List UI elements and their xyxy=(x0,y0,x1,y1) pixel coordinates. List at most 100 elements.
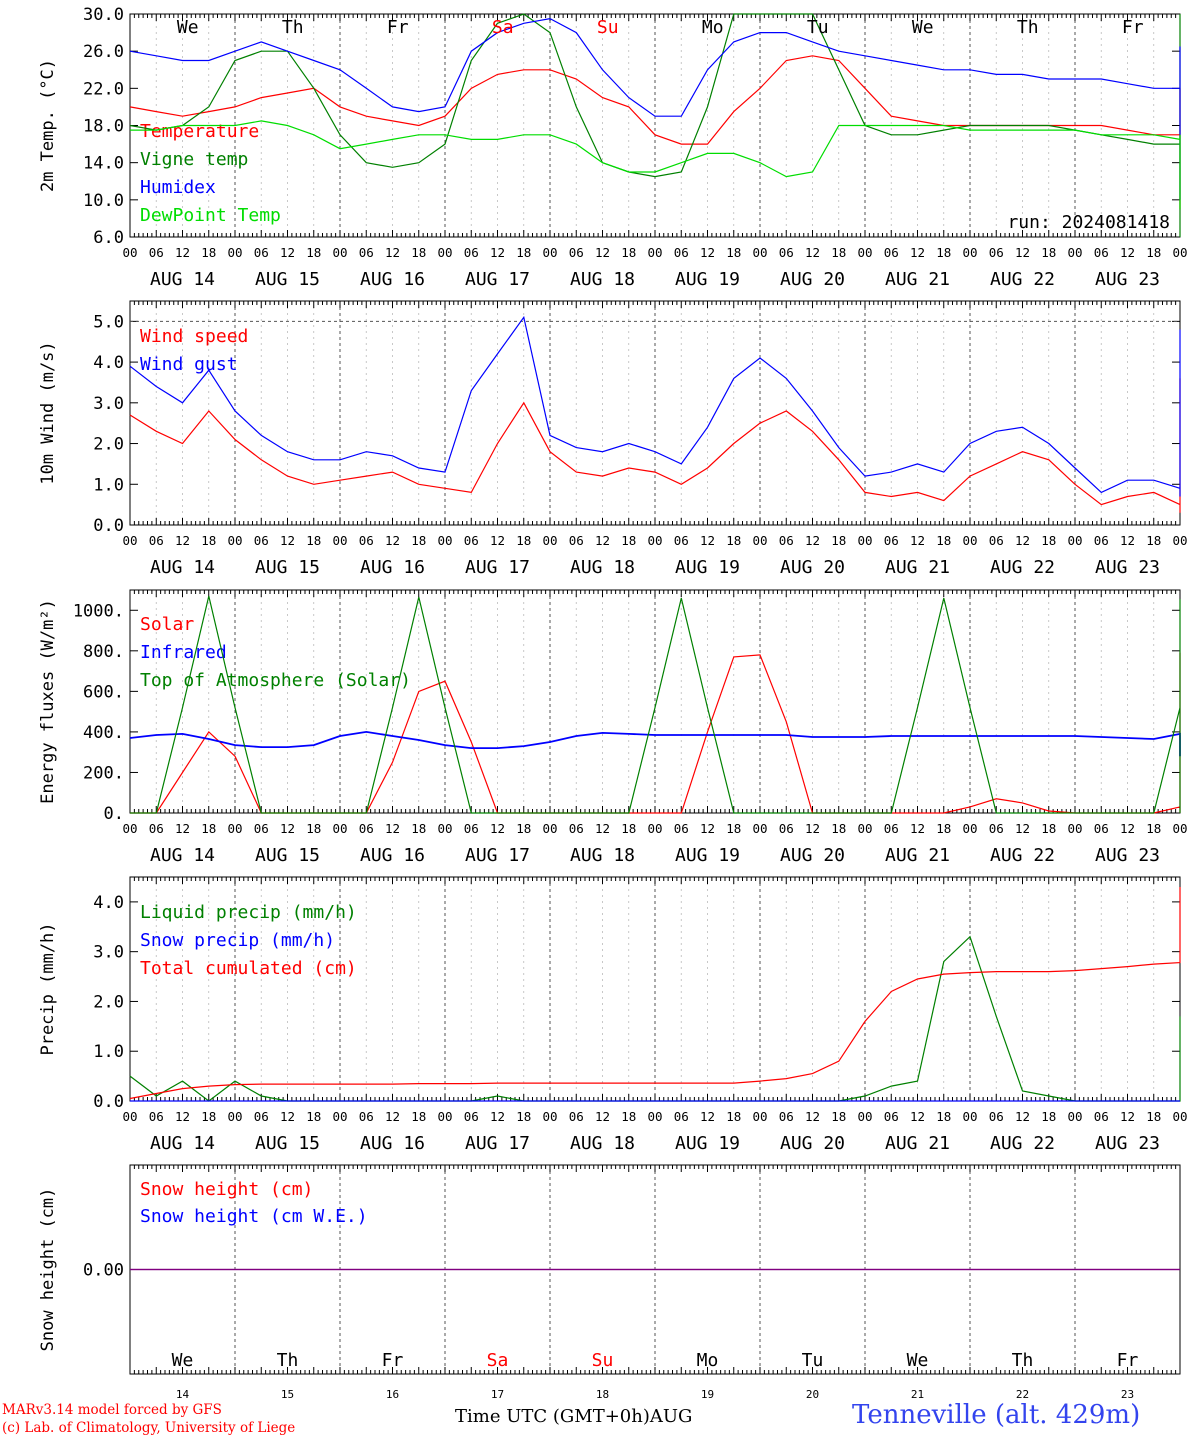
hour-tick-label: 06 xyxy=(464,1109,479,1124)
hour-tick-label: 12 xyxy=(175,245,190,260)
day-number-label: 23 xyxy=(1121,1388,1134,1401)
hour-tick-label: 18 xyxy=(306,245,321,260)
hour-tick-label: 18 xyxy=(201,1109,216,1124)
weekday-label: Tu xyxy=(802,1350,824,1371)
hour-tick-label: 18 xyxy=(621,533,636,548)
panel-4: 0.0 1.0 2.0 3.0 4.0 Precip (mm/h) Liquid preci… xyxy=(38,876,1188,1154)
hour-tick-label: 00 xyxy=(857,821,872,836)
hour-tick-label: 06 xyxy=(569,821,584,836)
y-tick-label: 800. xyxy=(83,642,124,662)
hour-tick-label: 18 xyxy=(306,821,321,836)
day-number-label: 20 xyxy=(806,1388,819,1401)
legend-entry-1: Liquid precip (mm/h) xyxy=(140,902,357,923)
hour-tick-label: 00 xyxy=(647,821,662,836)
day-label: AUG 20 xyxy=(780,557,845,578)
hour-tick-label: 00 xyxy=(437,821,452,836)
hour-tick-label: 18 xyxy=(411,245,426,260)
hour-tick-label: 06 xyxy=(884,1109,899,1124)
weekday-label: We xyxy=(177,17,199,38)
weekday-label: Fr xyxy=(382,1350,404,1371)
hour-tick-label: 18 xyxy=(306,1109,321,1124)
hour-tick-label: 00 xyxy=(332,533,347,548)
day-label: AUG 15 xyxy=(255,269,320,290)
y-tick-label: 6.0 xyxy=(93,228,124,248)
hour-tick-label: 12 xyxy=(700,533,715,548)
hour-tick-label: 06 xyxy=(254,245,269,260)
hour-tick-label: 00 xyxy=(542,533,557,548)
legend-entry-2: Snow height (cm W.E.) xyxy=(140,1206,368,1227)
hour-tick-label: 12 xyxy=(805,533,820,548)
weekday-labels: We We 14 Th Th 15 Fr Fr 16 Sa Sa 17 Su Su 18 Mo Mo 19 Tu Tu… xyxy=(172,17,1170,1401)
legend-entry-1: Solar xyxy=(140,614,194,635)
hour-tick-label: 18 xyxy=(936,245,951,260)
weekday-label: Th xyxy=(1017,17,1039,38)
hour-tick-label: 18 xyxy=(621,245,636,260)
hour-tick-label: 18 xyxy=(936,1109,951,1124)
day-label: AUG 23 xyxy=(1095,557,1160,578)
run-label: run: 2024081418 xyxy=(1007,212,1170,233)
hour-tick-label: 12 xyxy=(1120,533,1135,548)
day-label: AUG 23 xyxy=(1095,845,1160,866)
hour-tick-label: 06 xyxy=(254,1109,269,1124)
y-tick-label: 22.0 xyxy=(83,79,124,99)
y-tick-label: 10.0 xyxy=(83,191,124,211)
hour-tick-label: 06 xyxy=(254,821,269,836)
hour-tick-label: 00 xyxy=(647,1109,662,1124)
legend-entry-2: Vigne temp xyxy=(140,149,248,170)
hour-tick-label: 18 xyxy=(1146,1109,1161,1124)
hour-tick-label: 06 xyxy=(1094,533,1109,548)
hour-tick-label: 06 xyxy=(779,245,794,260)
series-line-3 xyxy=(130,595,1181,814)
y-tick-label: 0.0 xyxy=(93,516,124,536)
hour-tick-label: 18 xyxy=(1041,821,1056,836)
y-tick-label: 200. xyxy=(83,763,124,783)
hour-tick-label: 12 xyxy=(1120,821,1135,836)
hour-tick-label: 00 xyxy=(122,245,137,260)
legend-entry-1: Wind speed xyxy=(140,326,248,347)
day-label: AUG 18 xyxy=(570,557,635,578)
model-label: MARv3.14 model forced by GFS xyxy=(2,1402,222,1418)
day-label: AUG 19 xyxy=(675,557,740,578)
hour-tick-label: 12 xyxy=(1120,245,1135,260)
hour-tick-label: 00 xyxy=(962,533,977,548)
day-label: AUG 15 xyxy=(255,845,320,866)
hour-tick-label: 00 xyxy=(437,1109,452,1124)
y-tick-label: 1.0 xyxy=(93,475,124,495)
hour-tick-label: 12 xyxy=(805,1109,820,1124)
hour-tick-label: 06 xyxy=(464,821,479,836)
hour-tick-label: 06 xyxy=(254,533,269,548)
hour-tick-label: 00 xyxy=(437,245,452,260)
day-label: AUG 17 xyxy=(465,269,530,290)
hour-tick-label: 00 xyxy=(1067,821,1082,836)
model-credit: MARv3.14 model forced by GFS (c) Lab. of… xyxy=(2,1401,295,1437)
y-axis-title: Precip (mm/h) xyxy=(38,922,58,1055)
hour-tick-label: 12 xyxy=(490,1109,505,1124)
station-title: Tenneville (alt. 429m) xyxy=(852,1400,1141,1430)
day-label: AUG 22 xyxy=(990,269,1055,290)
hour-tick-label: 18 xyxy=(516,533,531,548)
hour-tick-label: 12 xyxy=(385,533,400,548)
x-axis-title: Time UTC (GMT+0h)AUG xyxy=(455,1406,692,1427)
hour-tick-label: 06 xyxy=(884,533,899,548)
hour-tick-label: 12 xyxy=(595,1109,610,1124)
hour-tick-label: 12 xyxy=(1015,533,1030,548)
weekday-label: Fr xyxy=(1122,17,1144,38)
hour-tick-label: 06 xyxy=(569,533,584,548)
y-tick-label: 0. xyxy=(104,804,124,824)
day-number-label: 14 xyxy=(176,1388,190,1401)
hour-tick-label: 12 xyxy=(385,245,400,260)
legend-entry-2: Wind gust xyxy=(140,354,238,375)
hour-tick-label: 18 xyxy=(726,533,741,548)
weekday-label: Su xyxy=(592,1350,614,1371)
y-tick-label: 400. xyxy=(83,723,124,743)
hour-tick-label: 00 xyxy=(227,821,242,836)
hour-tick-label: 06 xyxy=(359,1109,374,1124)
hour-tick-label: 00 xyxy=(122,1109,137,1124)
series-line-2 xyxy=(129,315,1181,497)
y-tick-label: 14.0 xyxy=(83,154,124,174)
hour-tick-label: 18 xyxy=(831,821,846,836)
day-label: AUG 16 xyxy=(360,269,425,290)
hour-tick-label: 18 xyxy=(621,821,636,836)
hour-tick-label: 00 xyxy=(752,533,767,548)
hour-tick-label: 00 xyxy=(752,821,767,836)
